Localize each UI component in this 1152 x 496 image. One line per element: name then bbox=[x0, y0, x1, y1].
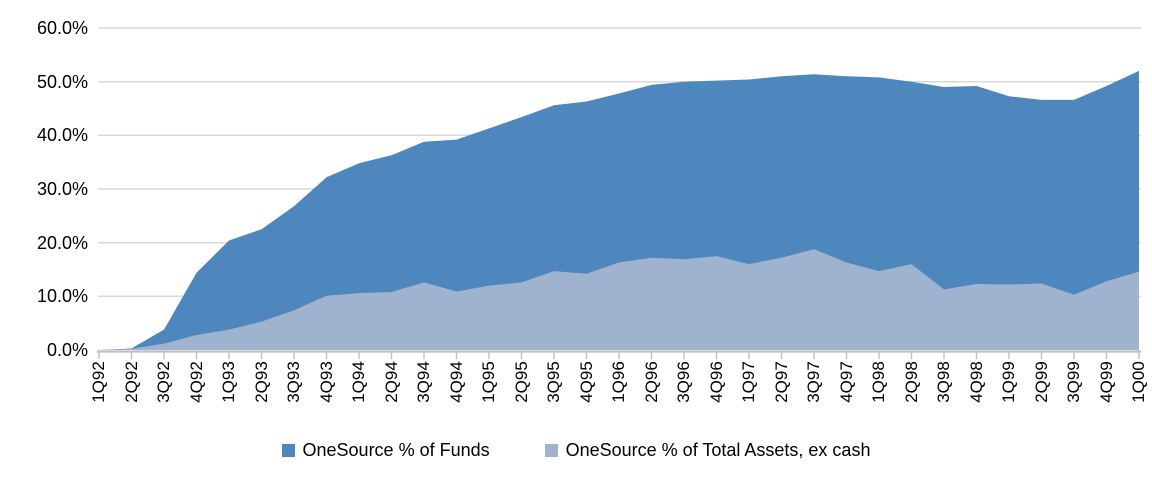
x-axis-tick-label: 4Q96 bbox=[706, 361, 726, 403]
x-axis-tick-label: 4Q97 bbox=[836, 361, 856, 403]
x-axis-tick-label: 4Q99 bbox=[1096, 361, 1116, 403]
x-axis-tick-label: 2Q92 bbox=[121, 361, 141, 403]
y-axis-tick-label: 0.0% bbox=[46, 340, 88, 360]
x-axis-tick-label: 1Q93 bbox=[219, 361, 238, 403]
x-axis-tick-label: 3Q92 bbox=[154, 361, 173, 403]
y-axis-tick-label: 50.0% bbox=[36, 71, 88, 92]
x-axis-tick-label: 2Q93 bbox=[251, 361, 271, 403]
y-axis-tick-label: 20.0% bbox=[36, 232, 88, 253]
x-axis-tick-label: 2Q99 bbox=[1031, 361, 1051, 403]
x-axis-tick-label: 3Q98 bbox=[934, 361, 953, 403]
x-axis-tick-label: 3Q99 bbox=[1064, 361, 1083, 403]
x-axis-tick-label: 1Q98 bbox=[869, 361, 888, 403]
y-axis-tick-label: 60.0% bbox=[36, 18, 88, 38]
x-axis-tick-label: 1Q92 bbox=[89, 361, 108, 403]
x-axis-tick-label: 4Q95 bbox=[576, 361, 596, 403]
x-axis-tick-label: 3Q96 bbox=[674, 361, 693, 403]
x-axis-tick-label: 1Q97 bbox=[739, 361, 758, 403]
x-axis-tick-label: 2Q98 bbox=[901, 361, 921, 403]
x-axis-tick-label: 1Q95 bbox=[479, 361, 498, 403]
x-axis-tick-label: 1Q00 bbox=[1129, 361, 1148, 403]
plot-area bbox=[97, 27, 1141, 359]
legend-item-funds: OneSource % of Funds bbox=[281, 440, 490, 461]
legend-label-funds: OneSource % of Funds bbox=[302, 440, 490, 460]
x-axis-tick-label: 4Q94 bbox=[446, 361, 466, 403]
x-axis-tick-label: 4Q92 bbox=[186, 361, 206, 403]
x-axis-tick-label: 4Q98 bbox=[966, 361, 986, 403]
x-axis-tick-label: 1Q99 bbox=[999, 361, 1018, 403]
x-axis-tick-label: 2Q94 bbox=[381, 361, 401, 403]
legend-swatch-funds-icon bbox=[281, 444, 295, 457]
x-axis-tick-label: 3Q95 bbox=[544, 361, 563, 403]
x-axis-tick-label: 1Q96 bbox=[609, 361, 628, 403]
legend-item-total-assets: OneSource % of Total Assets, ex cash bbox=[544, 440, 871, 461]
legend-swatch-total-assets-icon bbox=[544, 444, 558, 457]
x-axis-tick-label: 3Q93 bbox=[284, 361, 303, 403]
x-axis-tick-label: 3Q97 bbox=[804, 361, 823, 403]
x-axis-tick-label: 1Q94 bbox=[349, 361, 368, 403]
x-axis-tick-label: 2Q96 bbox=[641, 361, 661, 403]
x-axis-tick-label: 4Q93 bbox=[316, 361, 336, 403]
legend-label-total-assets: OneSource % of Total Assets, ex cash bbox=[565, 440, 871, 460]
x-axis-tick-label: 2Q95 bbox=[511, 361, 531, 403]
legend: OneSource % of Funds OneSource % of Tota… bbox=[0, 440, 1152, 461]
y-axis-tick-label: 40.0% bbox=[36, 125, 88, 146]
x-axis-tick-label: 2Q97 bbox=[771, 361, 791, 403]
y-axis-tick-label: 10.0% bbox=[36, 286, 88, 307]
y-axis-tick-label: 30.0% bbox=[36, 179, 88, 199]
x-axis-tick-label: 3Q94 bbox=[414, 361, 433, 403]
